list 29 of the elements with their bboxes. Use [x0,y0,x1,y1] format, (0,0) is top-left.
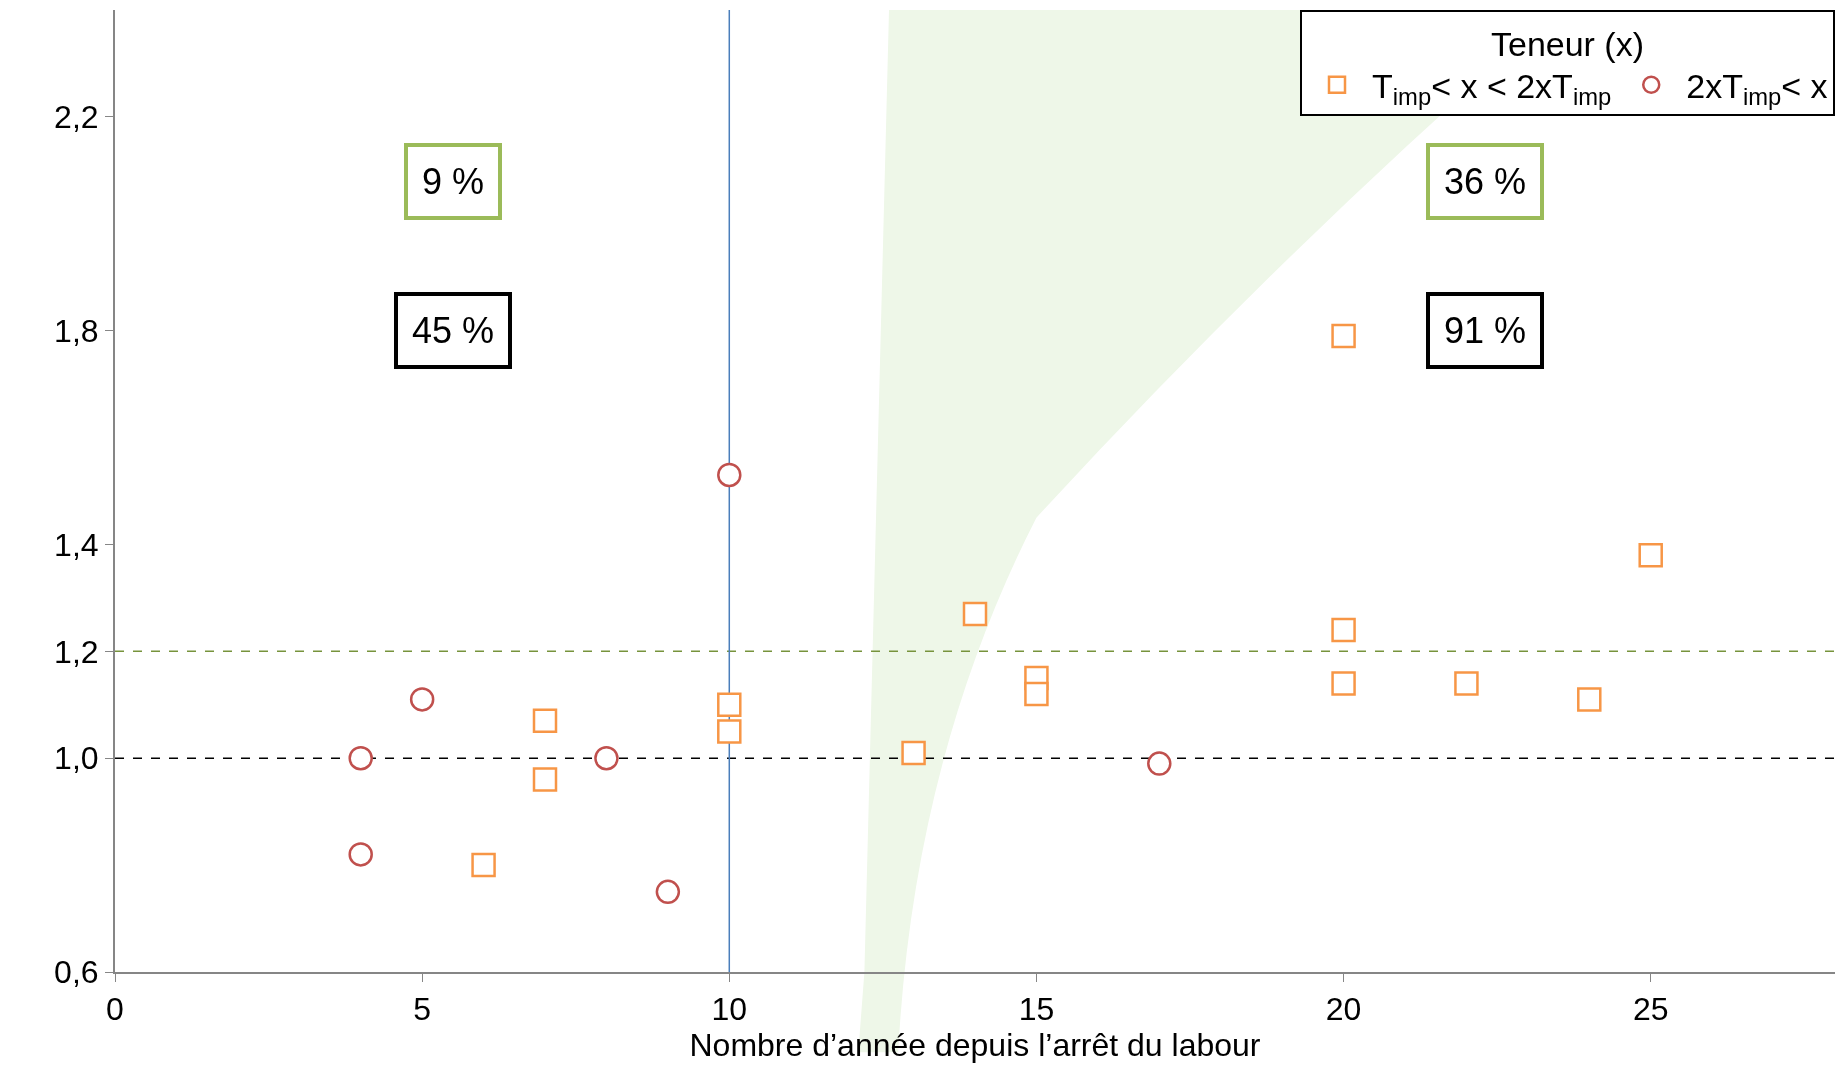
annotation: 36 % [1444,161,1527,202]
x-tick-label: 25 [1632,991,1669,1028]
point [655,879,681,905]
point [717,462,742,488]
legend-label: 2xT$_{imp}$< x [1686,67,1828,111]
x-axis-title: Nombre d’année depuis l’arrêt du labour [689,1027,1261,1064]
point [348,842,373,867]
point [348,745,373,771]
point [962,601,988,627]
y-tick-label: 1,4 [54,526,99,563]
x-tick-label: 15 [1018,991,1055,1028]
legend-title: Teneur (x) [1490,25,1645,64]
point [1147,751,1172,776]
x-tick-label: 5 [413,991,432,1028]
y-tick-label: 1,8 [54,312,99,349]
y-tick-label: 0,6 [54,954,99,991]
point [594,745,619,771]
point [409,687,435,712]
legend-label: T$_{imp}$< x < 2xT$_{imp}$ [1372,67,1612,111]
annotation: 9 % [422,161,485,202]
y-tick-label: 1,0 [54,740,99,777]
annotation: 91 % [1444,310,1527,351]
point [901,740,926,766]
x-tick-label: 20 [1325,991,1362,1028]
x-tick-label: 10 [711,991,748,1028]
y-tick-label: 1,2 [54,633,99,670]
x-tick-label: 0 [106,991,124,1028]
y-tick-label: 2,2 [54,99,99,136]
annotation: 45 % [412,310,495,351]
